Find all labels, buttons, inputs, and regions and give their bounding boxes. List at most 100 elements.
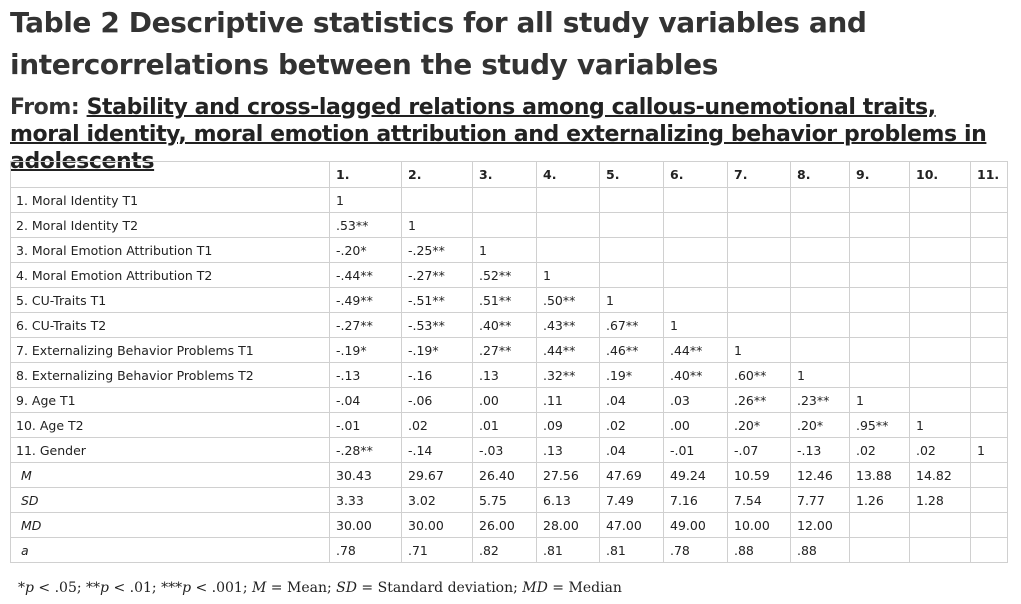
table-cell: 29.67 xyxy=(401,462,473,488)
header-cell-col-1: 1. xyxy=(329,161,402,188)
table-cell: -.13 xyxy=(790,437,850,463)
table-header: 1. 2. 3. 4. 5. 6. 7. 8. 9. 10. 11. xyxy=(10,161,1008,188)
table-cell: 30.00 xyxy=(329,512,402,538)
table-row: MD 30.00 30.00 26.00 28.00 47.00 49.00 10.00 12.… xyxy=(10,512,1008,538)
table-cell: .13 xyxy=(472,362,537,388)
table-cell: .01 xyxy=(472,412,537,438)
table-cell xyxy=(599,237,664,263)
table-cell: 1 xyxy=(970,437,1008,463)
table-cell xyxy=(909,537,971,563)
table-row: 9. Age T1 -.04 -.06.00.11.04.03.26** .23** 1 xyxy=(10,387,1008,413)
table-cell: .00 xyxy=(472,387,537,413)
table-cell: 1 xyxy=(663,312,728,338)
table-cell: .02 xyxy=(599,412,664,438)
row-label: SD xyxy=(10,487,330,513)
table-cell: -.27** xyxy=(329,312,402,338)
table-cell: 1 xyxy=(472,237,537,263)
table-cell: 47.69 xyxy=(599,462,664,488)
table-cell: .52** xyxy=(472,262,537,288)
table-cell: -.04 xyxy=(329,387,402,413)
source-article: From: Stability and cross-lagged relatio… xyxy=(10,94,1010,175)
table-cell xyxy=(790,337,850,363)
table-cell: 1 xyxy=(727,337,791,363)
table-row: 3. Moral Emotion Attribution T1 -.20* -.25… xyxy=(10,237,1008,263)
table-cell: .67** xyxy=(599,312,664,338)
table-cell: 1 xyxy=(599,287,664,313)
table-cell xyxy=(970,212,1008,238)
table-cell xyxy=(790,312,850,338)
table-row: 10. Age T2 -.01.02.01.09.02.00.20* .20* .95… xyxy=(10,412,1008,438)
table-cell: 1.28 xyxy=(909,487,971,513)
header-row: 1. 2. 3. 4. 5. 6. 7. 8. 9. 10. 11. xyxy=(10,161,1008,188)
table-cell: 26.40 xyxy=(472,462,537,488)
table-cell xyxy=(401,187,473,213)
table-row: a .78.71.82.81.81.78.88.88 xyxy=(10,537,1008,563)
table-cell: -.01 xyxy=(329,412,402,438)
table-row: SD 3.33 3.02 5.75 6.13 7.49 7.16 7.54 7.77 1.26 1.… xyxy=(10,487,1008,513)
table-cell xyxy=(909,287,971,313)
table-cell: -.28** xyxy=(329,437,402,463)
table-cell xyxy=(970,362,1008,388)
table-cell xyxy=(663,262,728,288)
table-cell xyxy=(599,262,664,288)
statistics-table: 1. 2. 3. 4. 5. 6. 7. 8. 9. 10. 11. 1. Moral Identi… xyxy=(10,161,1008,563)
table-cell: 6.13 xyxy=(536,487,600,513)
table-row: 6. CU-Traits T2 -.27** -.53** .40** .43** .67… xyxy=(10,312,1008,338)
table-cell xyxy=(970,462,1008,488)
table-cell: .40** xyxy=(472,312,537,338)
row-label: 2. Moral Identity T2 xyxy=(10,212,330,238)
row-label: MD xyxy=(10,512,330,538)
table-cell: .44** xyxy=(536,337,600,363)
table-cell xyxy=(790,287,850,313)
table-cell xyxy=(970,187,1008,213)
article-title-link[interactable]: Stability and cross-lagged relations amo… xyxy=(10,95,987,174)
footnote: *p < .05; **p < .01; ***p < .001; M = Me… xyxy=(18,580,622,596)
table-cell: -.14 xyxy=(401,437,473,463)
table-cell: 1.26 xyxy=(849,487,910,513)
row-label: 8. Externalizing Behavior Problems T2 xyxy=(10,362,330,388)
table-cell: .02 xyxy=(909,437,971,463)
table-cell xyxy=(727,312,791,338)
table-cell: .02 xyxy=(849,437,910,463)
table-cell: 5.75 xyxy=(472,487,537,513)
table-row: 11. Gender -.28** -.14 -.03.13.04 -.01 -.07 -.… xyxy=(10,437,1008,463)
table-cell xyxy=(727,262,791,288)
table-cell: .27** xyxy=(472,337,537,363)
row-label: a xyxy=(10,537,330,563)
table-cell: -.49** xyxy=(329,287,402,313)
table-cell: .23** xyxy=(790,387,850,413)
table-cell: 3.33 xyxy=(329,487,402,513)
table-row: 1. Moral Identity T1 1 xyxy=(10,187,1008,213)
table-cell: 30.00 xyxy=(401,512,473,538)
table-cell xyxy=(909,387,971,413)
table-cell: 14.82 xyxy=(909,462,971,488)
table-cell: 47.00 xyxy=(599,512,664,538)
table-cell xyxy=(472,187,537,213)
header-cell-label xyxy=(10,161,330,188)
table-cell xyxy=(727,212,791,238)
table-cell xyxy=(536,212,600,238)
table-cell: 7.16 xyxy=(663,487,728,513)
header-cell-col-4: 4. xyxy=(536,161,600,188)
table-cell: -.07 xyxy=(727,437,791,463)
table-cell: .02 xyxy=(401,412,473,438)
table-cell xyxy=(536,237,600,263)
table-cell xyxy=(663,287,728,313)
table-cell: 49.24 xyxy=(663,462,728,488)
table-cell: 27.56 xyxy=(536,462,600,488)
table-cell: 1 xyxy=(401,212,473,238)
table-cell: -.03 xyxy=(472,437,537,463)
table-cell xyxy=(970,487,1008,513)
table-cell xyxy=(849,362,910,388)
table-cell: .82 xyxy=(472,537,537,563)
table-cell: .04 xyxy=(599,387,664,413)
row-label: 7. Externalizing Behavior Problems T1 xyxy=(10,337,330,363)
table-cell: .81 xyxy=(536,537,600,563)
table-cell: .88 xyxy=(790,537,850,563)
table-cell: .04 xyxy=(599,437,664,463)
table-cell: .53** xyxy=(329,212,402,238)
table-cell xyxy=(909,212,971,238)
header-cell-col-3: 3. xyxy=(472,161,537,188)
header-cell-col-5: 5. xyxy=(599,161,664,188)
table-cell: 1 xyxy=(329,187,402,213)
